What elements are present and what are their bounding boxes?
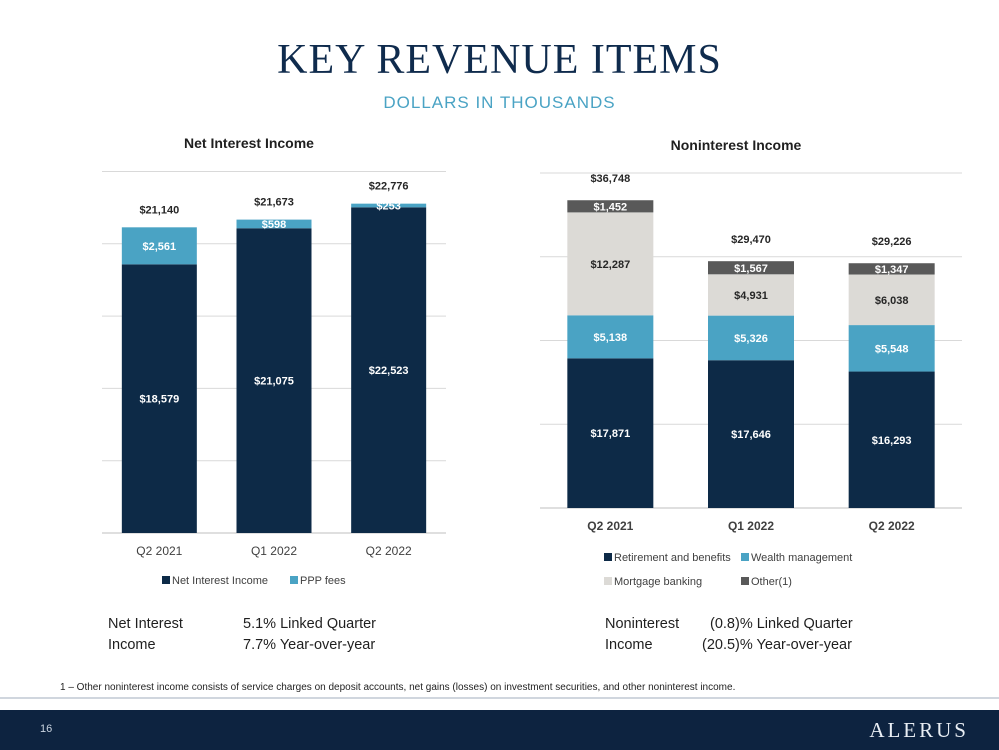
data-label: $18,579 [139, 394, 179, 406]
x-tick-label: Q1 2022 [251, 544, 297, 558]
data-label: $2,561 [143, 241, 177, 253]
data-label: $6,038 [875, 295, 909, 307]
bar-mortgage-banking [708, 274, 794, 316]
bar-net-interest-income [351, 207, 427, 533]
bar-other-1 [567, 200, 654, 213]
legend-swatch [604, 553, 612, 561]
data-label: $598 [262, 219, 286, 231]
bar-mortgage-banking [567, 212, 654, 316]
legend-swatch [604, 577, 612, 585]
summary-label-line2: Income [605, 637, 653, 653]
summary-year-over-year: 7.7% Year-over-year [243, 637, 376, 653]
data-label: $5,138 [594, 332, 628, 344]
data-label: $21,075 [254, 376, 294, 388]
total-label: $21,140 [139, 204, 179, 216]
summary-linked-quarter: (0.8)% Linked Quarter [710, 616, 853, 632]
total-label: $22,776 [369, 181, 409, 193]
legend-label: PPP fees [300, 575, 346, 587]
net-interest-summary: Net Interest Income 5.1% Linked Quarter … [108, 614, 428, 658]
legend-label: Mortgage banking [614, 576, 702, 588]
alerus-logo: ALERUS [869, 718, 969, 742]
divider [0, 697, 999, 699]
bar-mortgage-banking [848, 274, 935, 326]
x-tick-label: Q2 2021 [136, 544, 182, 558]
summary-label-line2: Income [108, 637, 156, 653]
x-tick-label: Q2 2022 [366, 544, 412, 558]
legend-swatch [290, 576, 298, 584]
data-label: $22,523 [369, 365, 409, 377]
legend-label: Wealth management [751, 552, 852, 564]
data-label: $5,548 [875, 343, 909, 355]
data-label: $16,293 [872, 435, 912, 447]
footer-bar: 16 ALERUS [0, 710, 999, 750]
bar-net-interest-income [236, 228, 312, 533]
bar-other-1 [848, 263, 935, 275]
noninterest-summary: Noninterest Income (0.8)% Linked Quarter… [605, 614, 925, 658]
x-tick-label: Q1 2022 [728, 519, 774, 533]
noninterest-income-chart: Noninterest Income $17,871 $5,138 $12,287 $1… [540, 137, 962, 588]
legend-swatch [162, 576, 170, 584]
bar-wealth-management [708, 315, 794, 361]
legend-swatch [741, 553, 749, 561]
legend-label: Net Interest Income [172, 575, 268, 587]
bar-other-1 [708, 261, 794, 275]
summary-label-line1: Net Interest [108, 616, 183, 632]
data-label: $12,287 [590, 259, 630, 271]
page-title: KEY REVENUE ITEMS [277, 37, 722, 83]
data-label: $253 [376, 200, 400, 212]
total-label: $29,470 [731, 234, 771, 246]
data-label: $1,567 [734, 263, 768, 275]
data-label: $17,646 [731, 429, 771, 441]
legend-label: Other(1) [751, 576, 792, 588]
x-tick-label: Q2 2021 [587, 519, 633, 533]
bar-ppp-fees [351, 203, 427, 208]
data-label: $5,326 [734, 333, 768, 345]
page-number: 16 [40, 723, 53, 735]
legend-swatch [741, 577, 749, 585]
bar-retirement-and-benefits [848, 371, 935, 508]
summary-label-line1: Noninterest [605, 616, 680, 632]
total-label: $29,226 [872, 236, 912, 248]
data-label: $17,871 [590, 428, 630, 440]
footnote: 1 – Other noninterest income consists of… [60, 682, 736, 693]
summary-linked-quarter: 5.1% Linked Quarter [243, 616, 376, 632]
chart-title: Net Interest Income [184, 135, 314, 151]
legend-label: Retirement and benefits [614, 552, 731, 564]
bar-retirement-and-benefits [708, 360, 794, 508]
summary-year-over-year: (20.5)% Year-over-year [702, 637, 852, 653]
data-label: $4,931 [734, 290, 768, 302]
data-label: $1,452 [594, 201, 628, 213]
x-tick-label: Q2 2022 [869, 519, 915, 533]
net-interest-income-chart: Net Interest Income $18,579 $2,561 $21,140 Q… [102, 135, 446, 587]
bar-ppp-fees [236, 219, 312, 229]
bar-retirement-and-benefits [567, 358, 654, 508]
total-label: $21,673 [254, 197, 294, 209]
bar-ppp-fees [121, 227, 197, 265]
bar-wealth-management [567, 315, 654, 359]
bar-wealth-management [848, 325, 935, 372]
bar-net-interest-income [121, 264, 197, 533]
page-subtitle: DOLLARS IN THOUSANDS [383, 93, 616, 112]
total-label: $36,748 [590, 173, 630, 185]
data-label: $1,347 [875, 264, 909, 276]
chart-title: Noninterest Income [671, 137, 802, 153]
